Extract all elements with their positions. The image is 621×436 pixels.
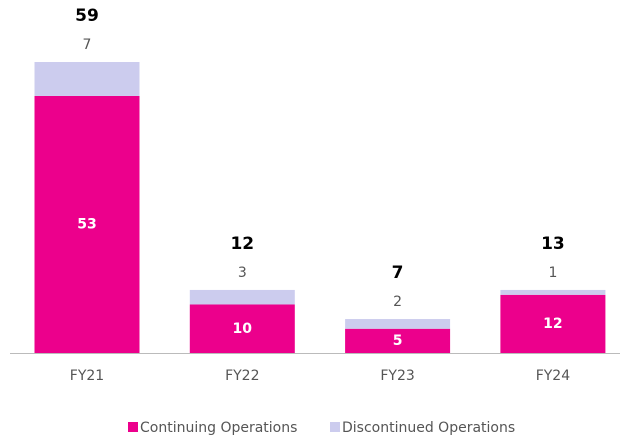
segment-label: 2	[393, 294, 402, 310]
x-tick-label: FY24	[536, 368, 571, 384]
bar-segment	[500, 289, 606, 295]
x-tick-label: FY23	[380, 368, 414, 384]
legend-swatch	[330, 422, 340, 432]
segment-label: 12	[543, 316, 562, 332]
legend-label: Discontinued Operations	[342, 420, 515, 436]
bar-segment	[34, 62, 140, 96]
segment-label: 7	[83, 37, 92, 53]
legend-swatch	[128, 422, 138, 432]
bar-segment	[189, 304, 295, 353]
legend-label: Continuing Operations	[140, 420, 297, 436]
segment-label: 3	[238, 265, 247, 281]
x-tick-label: FY21	[70, 368, 104, 384]
total-label: 7	[392, 263, 404, 283]
segment-label: 1	[548, 265, 557, 281]
bar-segment	[500, 294, 606, 353]
bar-segment	[345, 328, 451, 353]
bar-segment	[189, 289, 295, 305]
bar-segment	[345, 319, 451, 329]
bar-segment	[34, 95, 140, 353]
total-label: 13	[541, 234, 565, 254]
total-label: 59	[75, 6, 99, 26]
x-tick-label: FY22	[225, 368, 259, 384]
segment-label: 5	[393, 333, 403, 349]
segment-label: 53	[77, 216, 96, 232]
segment-label: 10	[233, 321, 253, 337]
total-label: 12	[230, 234, 254, 254]
